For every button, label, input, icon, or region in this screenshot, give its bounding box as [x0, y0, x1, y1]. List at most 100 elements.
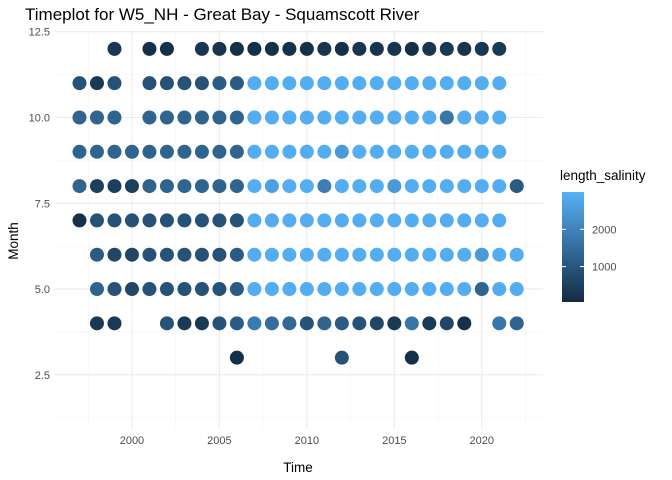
data-point — [142, 282, 157, 297]
data-point — [247, 282, 262, 297]
data-point — [369, 213, 384, 228]
data-point — [107, 41, 122, 56]
data-point — [369, 110, 384, 125]
data-point — [107, 282, 122, 297]
data-point — [177, 282, 192, 297]
data-point — [159, 213, 174, 228]
data-point — [229, 247, 244, 262]
data-point — [229, 350, 244, 365]
data-point — [89, 282, 104, 297]
data-point — [352, 41, 367, 56]
data-point — [334, 144, 349, 159]
data-point — [229, 76, 244, 91]
data-point — [247, 110, 262, 125]
data-point — [369, 247, 384, 262]
data-point — [457, 282, 472, 297]
data-point — [229, 316, 244, 331]
data-point — [107, 247, 122, 262]
data-point — [229, 282, 244, 297]
data-point — [212, 41, 227, 56]
data-point — [212, 316, 227, 331]
x-tick-label: 2005 — [207, 435, 231, 447]
legend-tick-label: 1000 — [592, 262, 616, 274]
data-point — [177, 179, 192, 194]
legend-colorbar — [562, 192, 584, 302]
data-point — [439, 76, 454, 91]
data-point — [142, 213, 157, 228]
data-point — [247, 41, 262, 56]
data-point — [422, 76, 437, 91]
data-point — [299, 41, 314, 56]
data-point — [334, 316, 349, 331]
data-point — [282, 41, 297, 56]
data-point — [439, 247, 454, 262]
data-point — [212, 247, 227, 262]
data-point — [247, 213, 262, 228]
data-point — [439, 144, 454, 159]
x-tick-label: 2010 — [295, 435, 319, 447]
x-axis-ticks: 2000 2005 2010 2015 2020 — [120, 435, 494, 447]
data-point — [439, 213, 454, 228]
data-point — [194, 179, 209, 194]
data-point — [317, 316, 332, 331]
data-point — [317, 41, 332, 56]
data-point — [124, 179, 139, 194]
data-point — [159, 144, 174, 159]
data-point — [387, 213, 402, 228]
data-point — [352, 179, 367, 194]
data-point — [212, 282, 227, 297]
data-point — [142, 247, 157, 262]
data-point — [334, 110, 349, 125]
y-axis-title: Month — [6, 222, 21, 260]
data-point — [474, 41, 489, 56]
data-point — [457, 316, 472, 331]
data-point — [194, 316, 209, 331]
data-point — [89, 316, 104, 331]
data-point — [107, 316, 122, 331]
data-point — [404, 179, 419, 194]
data-point — [212, 179, 227, 194]
data-point — [264, 247, 279, 262]
data-point — [317, 247, 332, 262]
data-point — [229, 213, 244, 228]
data-point — [89, 213, 104, 228]
data-point — [334, 41, 349, 56]
data-point — [334, 282, 349, 297]
chart-title: Timeplot for W5_NH - Great Bay - Squamsc… — [25, 5, 420, 24]
data-point — [299, 110, 314, 125]
data-point — [264, 41, 279, 56]
data-point — [492, 144, 507, 159]
data-point — [229, 110, 244, 125]
data-point — [352, 110, 367, 125]
y-tick-label: 10.0 — [29, 112, 50, 124]
data-point — [509, 316, 524, 331]
data-point — [404, 350, 419, 365]
data-point — [422, 144, 437, 159]
data-point — [247, 179, 262, 194]
data-point — [492, 179, 507, 194]
data-point — [124, 144, 139, 159]
data-point — [404, 247, 419, 262]
data-point — [387, 247, 402, 262]
data-point — [387, 41, 402, 56]
data-point — [474, 213, 489, 228]
data-point — [229, 144, 244, 159]
data-point — [159, 179, 174, 194]
data-point — [229, 179, 244, 194]
data-point — [334, 213, 349, 228]
data-point — [89, 144, 104, 159]
data-point — [89, 247, 104, 262]
data-point — [334, 76, 349, 91]
data-point — [317, 76, 332, 91]
x-axis-title: Time — [283, 460, 313, 475]
legend-title: length_salinity — [560, 168, 646, 183]
data-point — [492, 76, 507, 91]
data-point — [194, 213, 209, 228]
data-point — [474, 110, 489, 125]
data-point — [404, 213, 419, 228]
data-point — [404, 76, 419, 91]
data-point — [72, 179, 87, 194]
data-point — [247, 76, 262, 91]
data-point — [404, 41, 419, 56]
